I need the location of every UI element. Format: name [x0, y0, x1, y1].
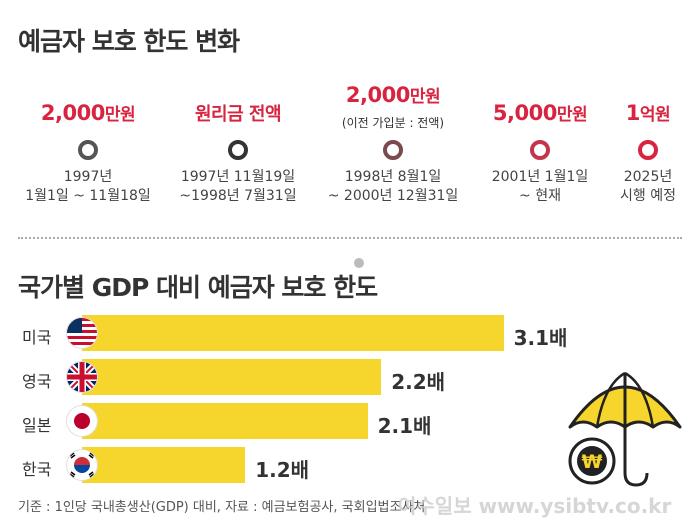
- flag-icon: [67, 362, 97, 392]
- country-label: 일본: [22, 416, 52, 435]
- timeline-date-line2: 1월1일 ~ 11월18일: [25, 188, 151, 204]
- timeline-date-line1: 1997년 11월19일: [180, 169, 296, 185]
- source-note: 기준 : 1인당 국내총생산(GDP) 대비, 자료 : 예금보험공사, 국회입…: [18, 500, 426, 515]
- bar: [82, 315, 504, 351]
- timeline-value-number: 5,000: [492, 101, 557, 125]
- timeline-axis: [18, 140, 686, 160]
- timeline-date: 1998년 8월1일 ~ 2000년 12월31일: [328, 168, 459, 206]
- umbrella-icon: ₩: [568, 371, 682, 487]
- timeline-value-number: 1: [625, 101, 641, 125]
- bar-value-label: 3.1배: [513, 326, 568, 350]
- timeline-note: (이전 가입분 : 전액): [341, 116, 445, 130]
- timeline-value-unit: 만원: [556, 105, 588, 125]
- decorative-dot: [354, 258, 364, 268]
- country-label: 영국: [22, 372, 52, 391]
- timeline-value-number: 2,000: [40, 101, 105, 125]
- bar: [82, 447, 246, 483]
- bar-value-label: 1.2배: [255, 458, 310, 482]
- timeline-date-line2: ~ 현재: [519, 188, 561, 204]
- timeline-date-line1: 2025년: [623, 169, 673, 185]
- timeline-date: 1997년 1월1일 ~ 11월18일: [25, 168, 151, 206]
- country-label: 한국: [22, 460, 52, 479]
- bar-chart-title: 국가별 GDP 대비 예금자 보호 한도: [18, 273, 378, 302]
- timeline: 2,000만원 1997년 1월1일 ~ 11월18일 원리금 전액 1997년 11월…: [0, 0, 700, 250]
- timeline-date: 1997년 11월19일 ~1998년 7월31일: [179, 168, 296, 206]
- timeline-value: 원리금 전액: [194, 100, 282, 126]
- svg-text:₩: ₩: [582, 451, 603, 473]
- bar: [82, 403, 368, 439]
- timeline-value-number: 원리금 전액: [194, 104, 282, 125]
- timeline-value-unit: 만원: [409, 87, 441, 107]
- timeline-date-line1: 2001년 1월1일: [491, 169, 589, 185]
- flag-icon: [67, 450, 97, 480]
- timeline-date-line2: 시행 예정: [620, 188, 676, 204]
- timeline-title: 예금자 보호 한도 변화: [18, 27, 240, 56]
- bar-row: 한국 1.2배: [0, 446, 620, 486]
- country-label: 미국: [22, 328, 52, 347]
- timeline-date-line1: 1998년 8월1일: [344, 169, 442, 185]
- bar-row: 미국 3.1배: [0, 314, 620, 354]
- timeline-marker: [530, 140, 550, 160]
- timeline-marker: [228, 140, 248, 160]
- section-divider: [18, 237, 682, 239]
- timeline-value-unit: 만원: [104, 105, 136, 125]
- flag-icon: [67, 318, 97, 348]
- timeline-value: 2,000만원: [40, 100, 136, 125]
- timeline-date-line1: 1997년: [63, 169, 113, 185]
- flag-icon: [67, 406, 97, 436]
- timeline-marker: [638, 140, 658, 160]
- timeline-date-line2: ~1998년 7월31일: [179, 188, 297, 204]
- timeline-value: 2,000만원: [345, 82, 441, 107]
- timeline-date: 2001년 1월1일 ~ 현재: [492, 168, 589, 206]
- timeline-value: 5,000만원: [492, 100, 588, 125]
- bar-value-label: 2.1배: [377, 414, 432, 438]
- timeline-value-number: 2,000: [345, 83, 410, 107]
- bar: [82, 359, 382, 395]
- timeline-value: 1억원: [625, 100, 671, 125]
- timeline-date-line2: ~ 2000년 12월31일: [327, 188, 459, 204]
- watermark: 여수일보 www.ysibtv.co.kr: [398, 494, 672, 518]
- timeline-marker: [78, 140, 98, 160]
- bar-row: 일본 2.1배: [0, 402, 620, 442]
- bar-row: 영국 2.2배: [0, 358, 620, 398]
- bar-value-label: 2.2배: [391, 370, 446, 394]
- timeline-value-unit: 억원: [639, 105, 671, 125]
- timeline-marker: [383, 140, 403, 160]
